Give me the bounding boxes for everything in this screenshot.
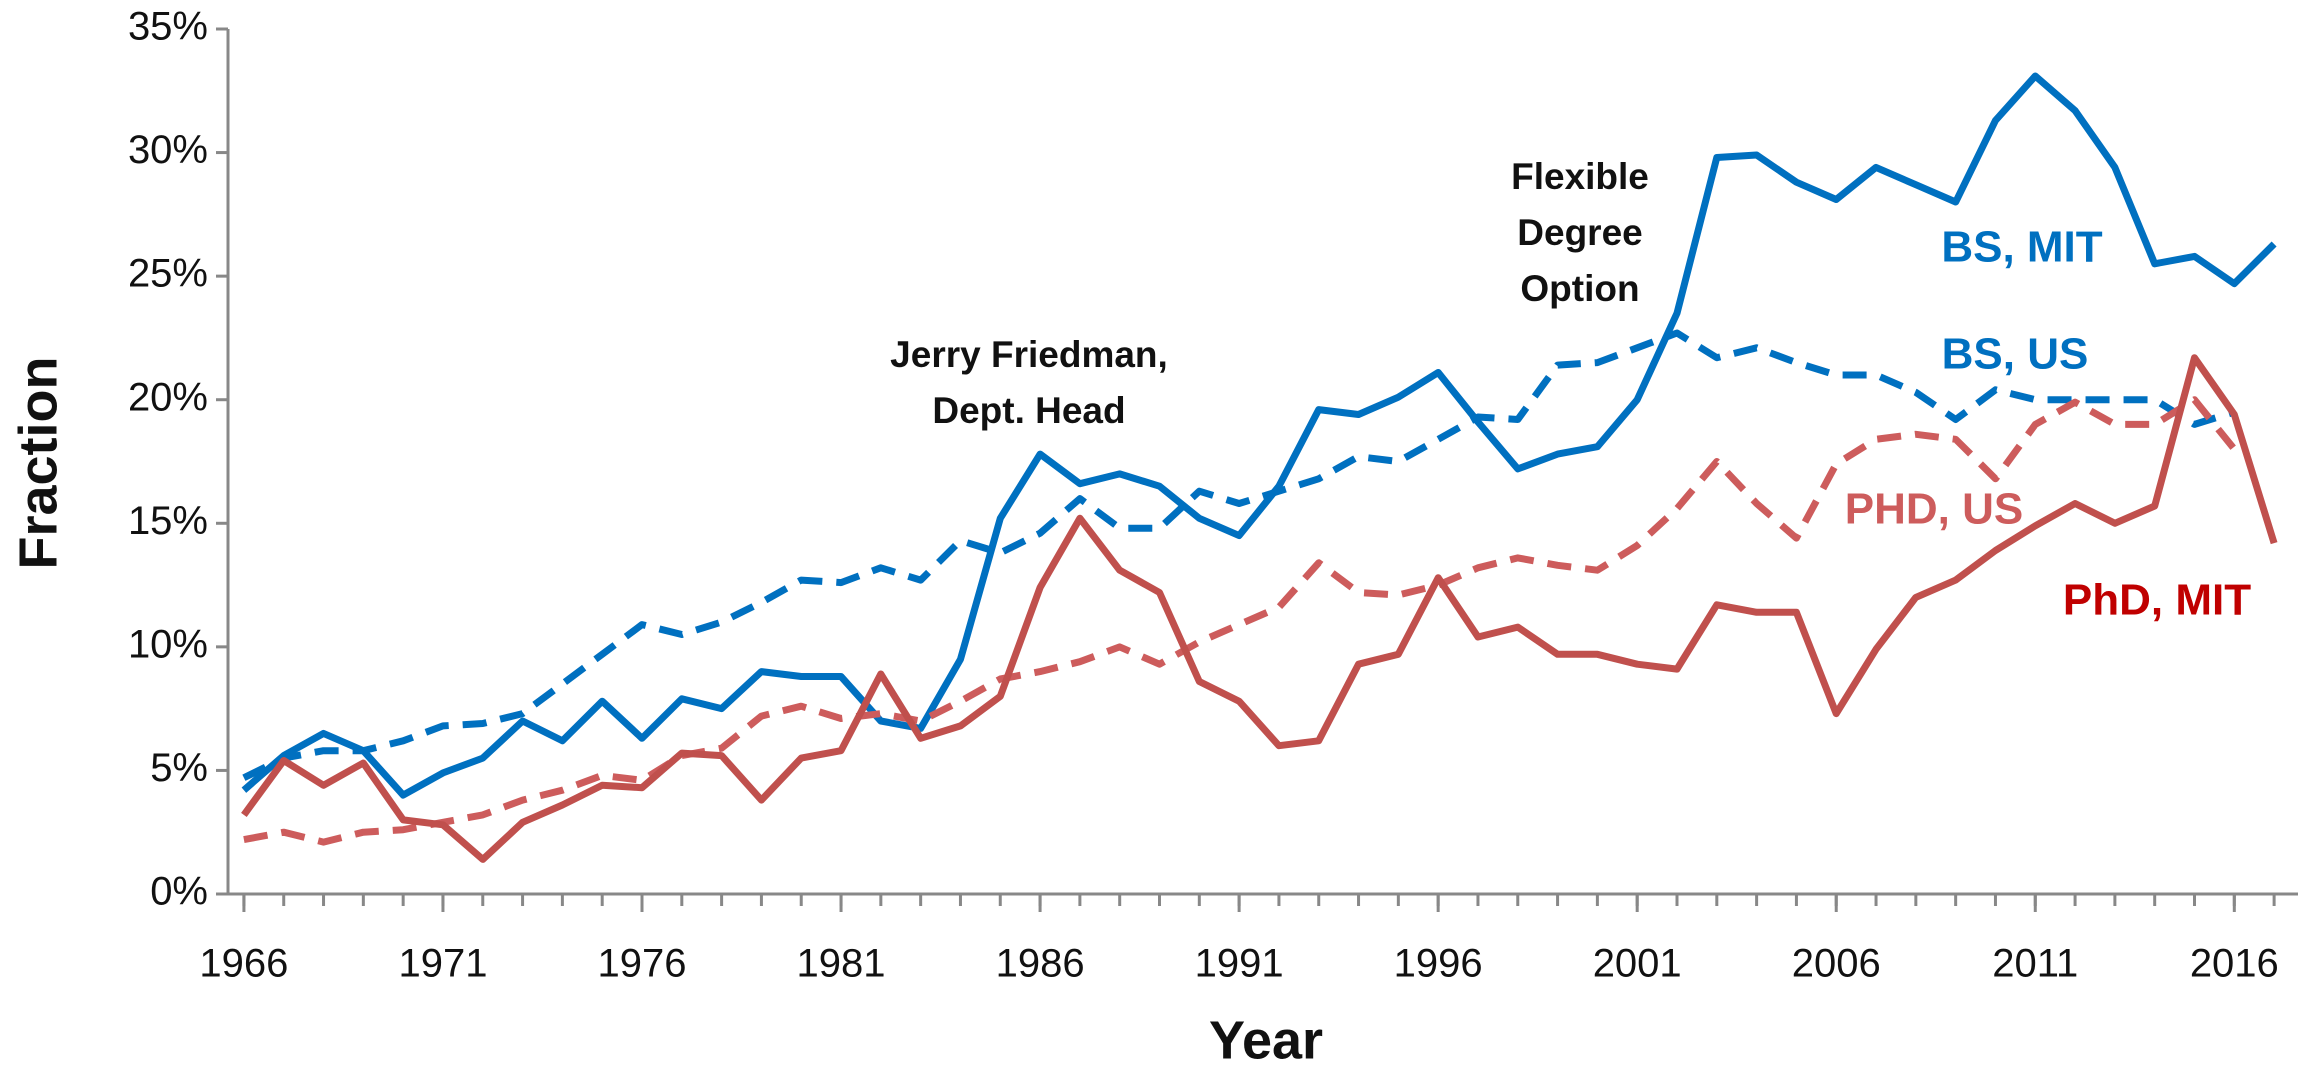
series-label: PHD, US [1845,485,2023,534]
x-tick-label: 1986 [996,942,1085,986]
x-tick-label: 1991 [1195,942,1284,986]
series-line [241,72,2277,799]
x-tick-label: 2006 [1792,942,1881,986]
y-axis-title: Fraction [8,356,68,569]
y-tick-label: 35% [128,5,208,49]
annotation: Dept. Head [932,390,1125,431]
y-tick-label: 20% [128,375,208,419]
x-tick-label: 1971 [398,942,487,986]
x-tick-label: 2016 [2190,942,2279,986]
y-tick-label: 5% [150,746,208,790]
series-line [242,329,2236,781]
annotation: Option [1520,268,1639,309]
x-tick-label: 1966 [199,942,288,986]
y-tick-label: 15% [128,499,208,543]
y-tick-label: 0% [150,870,208,914]
annotation: Jerry Friedman, [890,334,1168,375]
annotation: Degree [1517,212,1642,253]
y-tick-label: 25% [128,252,208,296]
series-label: BS, MIT [1941,223,2102,272]
series-line [243,396,2238,846]
series-label: BS, US [1942,330,2089,379]
x-tick-label: 1996 [1394,942,1483,986]
annotation: Flexible [1511,156,1649,197]
x-axis-title: Year [1209,1010,1323,1070]
y-tick-label: 30% [128,128,208,172]
x-tick-label: 1976 [598,942,687,986]
series-label: PhD, MIT [2063,576,2251,625]
x-tick-label: 1981 [797,942,886,986]
series-line [241,354,2278,863]
x-tick-label: 2001 [1593,942,1682,986]
y-tick-label: 10% [128,622,208,666]
x-tick-label: 2011 [1992,942,2078,986]
